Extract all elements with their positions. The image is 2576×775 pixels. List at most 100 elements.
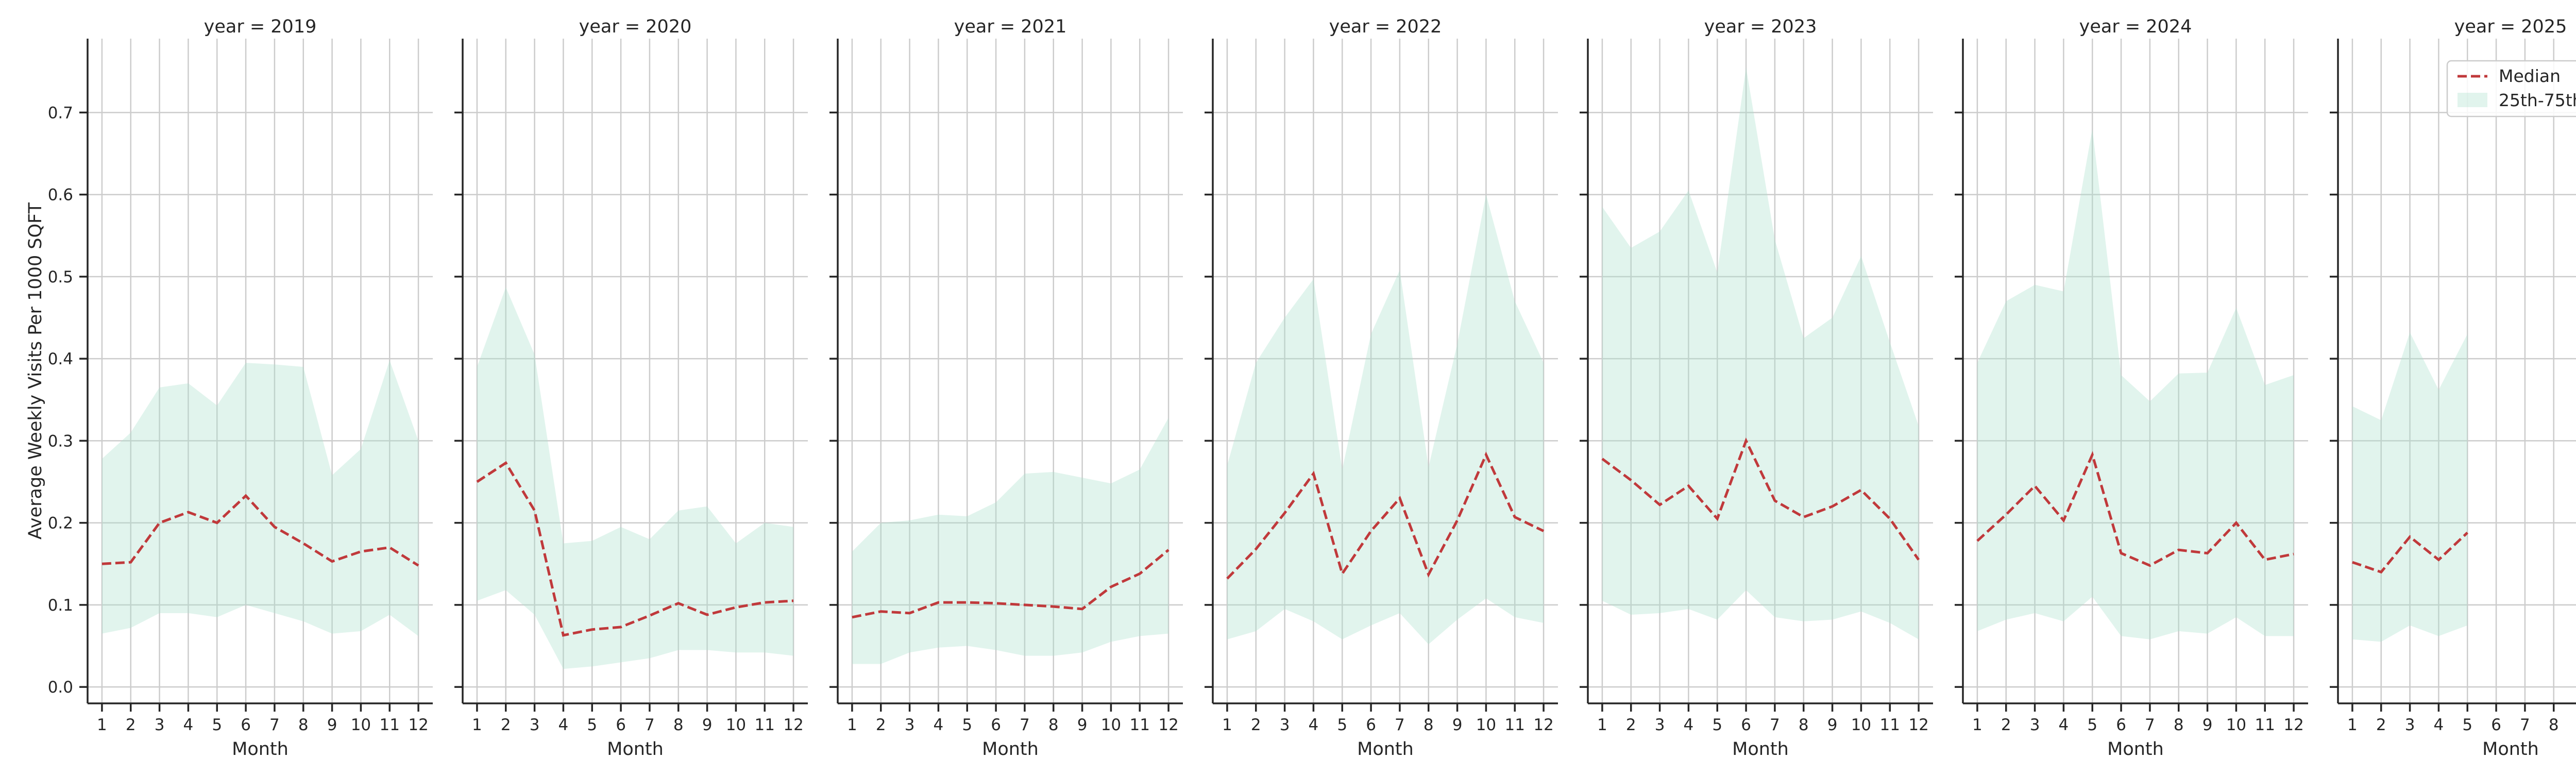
panel-title: year = 2022 <box>1329 16 1442 37</box>
x-tick-label: 4 <box>934 716 944 734</box>
y-tick-label: 0.6 <box>48 186 73 205</box>
y-tick-label: 0.3 <box>48 432 73 450</box>
percentile-band <box>477 287 794 669</box>
x-tick-label: 1 <box>1597 716 1607 734</box>
x-tick-label: 3 <box>530 716 540 734</box>
x-tick-label: 11 <box>2255 716 2275 734</box>
x-tick-label: 10 <box>1476 716 1496 734</box>
x-tick-label: 2 <box>126 716 136 734</box>
y-tick-label: 0.1 <box>48 596 73 615</box>
x-axis-label: Month <box>2107 739 2164 760</box>
x-tick-label: 8 <box>298 716 309 734</box>
x-tick-label: 5 <box>1337 716 1347 734</box>
x-tick-label: 4 <box>1684 716 1694 734</box>
x-tick-label: 6 <box>1366 716 1376 734</box>
median-line <box>2352 531 2468 574</box>
x-tick-label: 12 <box>783 716 803 734</box>
panel-1: 0.00.10.20.30.40.50.60.71 2 3 4 5 6 7 8 9 10 11 12M… <box>48 16 433 760</box>
median-line <box>476 461 794 637</box>
x-tick-label: 4 <box>558 716 569 734</box>
x-tick-label: 5 <box>587 716 597 734</box>
median-line <box>1976 451 2294 567</box>
y-tick-label: 0.4 <box>48 350 73 368</box>
x-tick-label: 3 <box>155 716 165 734</box>
x-tick-label: 4 <box>2434 716 2444 734</box>
x-tick-label: 7 <box>269 716 280 734</box>
x-tick-label: 6 <box>2116 716 2126 734</box>
x-tick-label: 5 <box>2087 716 2097 734</box>
percentile-band <box>101 360 419 636</box>
x-axis-label: Month <box>607 739 664 760</box>
x-tick-label: 9 <box>2202 716 2213 734</box>
x-tick-label: 4 <box>1309 716 1319 734</box>
y-tick-label: 0.5 <box>48 268 73 287</box>
x-tick-label: 7 <box>1770 716 1780 734</box>
x-tick-label: 1 <box>97 716 107 734</box>
x-tick-label: 1 <box>472 716 482 734</box>
x-tick-label: 7 <box>2520 716 2530 734</box>
x-axis-label: Month <box>982 739 1039 760</box>
panel-title: year = 2021 <box>954 16 1067 37</box>
x-tick-label: 6 <box>616 716 626 734</box>
x-tick-label: 12 <box>1908 716 1928 734</box>
x-tick-label: 2 <box>2376 716 2386 734</box>
x-tick-label: 10 <box>726 716 746 734</box>
x-tick-label: 7 <box>2145 716 2155 734</box>
x-tick-label: 8 <box>1799 716 1809 734</box>
x-tick-label: 5 <box>1712 716 1722 734</box>
x-tick-label: 9 <box>1827 716 1838 734</box>
panel-title: year = 2023 <box>1704 16 1817 37</box>
x-axis-label: Month <box>1732 739 1789 760</box>
x-tick-label: 9 <box>702 716 713 734</box>
x-tick-label: 3 <box>1280 716 1290 734</box>
x-tick-label: 2 <box>1626 716 1636 734</box>
x-tick-label: 11 <box>1880 716 1900 734</box>
x-tick-label: 9 <box>327 716 337 734</box>
x-tick-label: 6 <box>2491 716 2501 734</box>
x-tick-label: 1 <box>1972 716 1982 734</box>
x-tick-label: 5 <box>212 716 222 734</box>
x-tick-label: 8 <box>2549 716 2559 734</box>
y-tick-label: 0.0 <box>48 678 73 697</box>
x-tick-label: 10 <box>2226 716 2246 734</box>
x-tick-label: 2 <box>876 716 886 734</box>
percentile-band <box>1977 129 2294 639</box>
x-tick-label: 3 <box>2405 716 2415 734</box>
x-tick-label: 8 <box>1048 716 1059 734</box>
x-tick-label: 6 <box>1741 716 1751 734</box>
x-tick-label: 7 <box>1395 716 1405 734</box>
panel-title: year = 2019 <box>204 16 317 37</box>
x-tick-label: 11 <box>755 716 775 734</box>
y-tick-label: 0.7 <box>48 104 73 122</box>
legend-band-swatch <box>2458 93 2487 107</box>
x-tick-label: 11 <box>1130 716 1150 734</box>
x-tick-label: 11 <box>1505 716 1525 734</box>
legend: Median 25th-75th Percentile <box>2446 60 2576 117</box>
x-tick-label: 2 <box>2001 716 2011 734</box>
x-tick-label: 9 <box>1452 716 1463 734</box>
legend-band-label: 25th-75th Percentile <box>2499 90 2576 110</box>
legend-box <box>2446 60 2576 117</box>
x-tick-label: 12 <box>1533 716 1553 734</box>
x-tick-label: 1 <box>1222 716 1232 734</box>
panel-title: year = 2020 <box>579 16 692 37</box>
x-tick-label: 7 <box>1020 716 1030 734</box>
x-tick-label: 4 <box>183 716 194 734</box>
x-tick-label: 4 <box>2059 716 2069 734</box>
median-line <box>101 494 419 567</box>
x-tick-label: 2 <box>1251 716 1261 734</box>
x-axis-label: Month <box>1357 739 1414 760</box>
panel-title: year = 2024 <box>2079 16 2192 37</box>
x-tick-label: 3 <box>905 716 915 734</box>
y-axis-label: Average Weekly Visits Per 1000 SQFT <box>25 202 46 540</box>
panel-title: year = 2025 <box>2454 16 2567 37</box>
x-tick-label: 12 <box>1158 716 1178 734</box>
median-line <box>1226 451 1545 580</box>
x-tick-label: 10 <box>351 716 371 734</box>
